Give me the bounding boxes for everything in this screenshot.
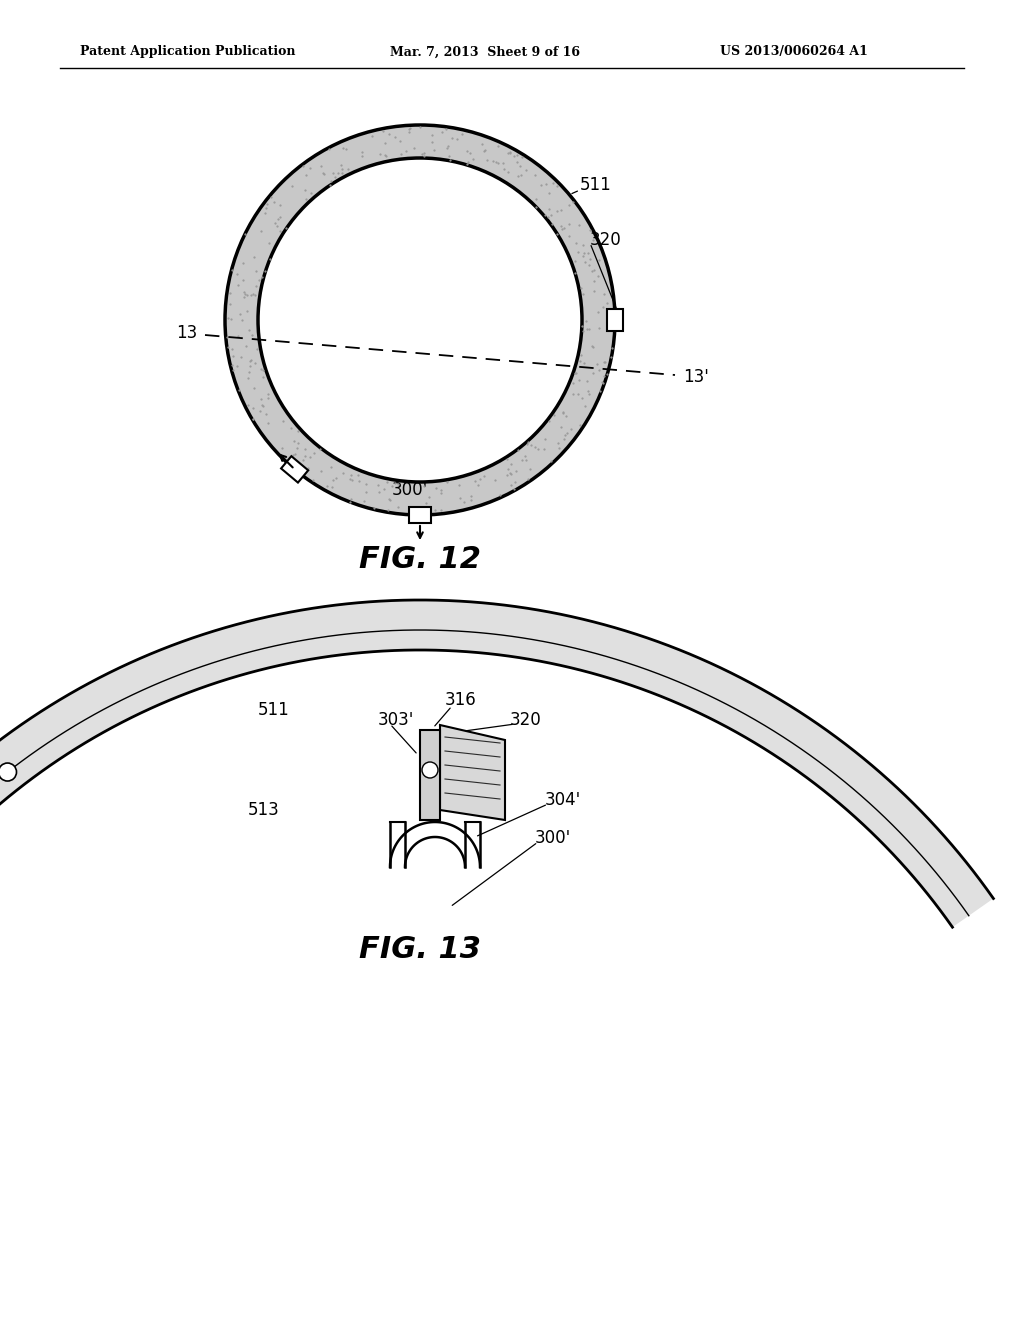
Polygon shape (281, 457, 308, 483)
Polygon shape (607, 309, 623, 331)
Text: 511: 511 (258, 701, 290, 719)
Polygon shape (440, 725, 505, 820)
Text: US 2013/0060264 A1: US 2013/0060264 A1 (720, 45, 868, 58)
Text: 13: 13 (176, 323, 197, 342)
Text: 320: 320 (590, 231, 622, 249)
Circle shape (422, 762, 438, 777)
Polygon shape (0, 601, 993, 927)
Text: FIG. 13: FIG. 13 (359, 936, 481, 965)
Polygon shape (420, 730, 440, 820)
Text: 13': 13' (683, 368, 709, 385)
Ellipse shape (225, 125, 615, 515)
Text: 300': 300' (392, 480, 428, 499)
Text: FIG. 12: FIG. 12 (359, 545, 481, 574)
Text: 513: 513 (248, 801, 280, 818)
Text: 320: 320 (510, 711, 542, 729)
Text: 303': 303' (378, 711, 415, 729)
Ellipse shape (258, 158, 582, 482)
Text: Mar. 7, 2013  Sheet 9 of 16: Mar. 7, 2013 Sheet 9 of 16 (390, 45, 580, 58)
Text: 316: 316 (445, 690, 477, 709)
Circle shape (0, 763, 16, 781)
Text: Patent Application Publication: Patent Application Publication (80, 45, 296, 58)
Text: 304': 304' (545, 791, 582, 809)
Text: 300': 300' (535, 829, 571, 847)
Text: 511: 511 (580, 176, 611, 194)
Polygon shape (409, 507, 431, 523)
